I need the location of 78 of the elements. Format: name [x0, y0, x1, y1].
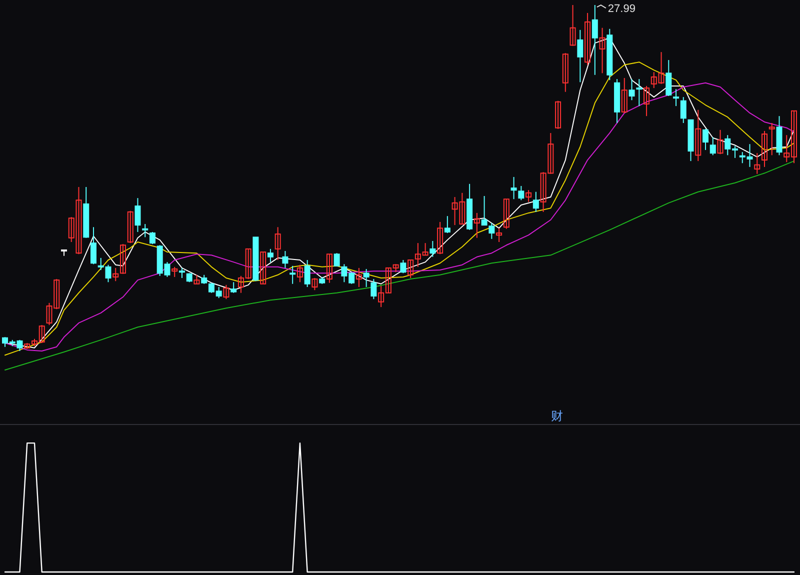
candlestick	[142, 224, 148, 238]
candlestick	[658, 52, 664, 84]
candlestick	[422, 242, 428, 256]
candlestick	[105, 264, 112, 283]
candlestick	[230, 282, 237, 294]
candlestick	[526, 190, 532, 202]
candlestick	[636, 78, 642, 107]
candlestick	[754, 152, 760, 174]
candlestick	[673, 88, 680, 107]
candlestick	[312, 277, 318, 291]
candlestick	[378, 285, 384, 308]
candlestick	[356, 267, 362, 288]
candlestick	[437, 221, 444, 255]
text: 财	[551, 409, 563, 423]
candlestick	[518, 185, 524, 201]
candlestick	[628, 78, 635, 101]
candlestick	[134, 198, 141, 232]
candlestick	[267, 248, 274, 263]
candlestick	[768, 122, 775, 156]
candlestick	[540, 172, 546, 212]
candlestick	[724, 134, 731, 156]
candlestick	[112, 267, 119, 282]
candlestick	[363, 268, 370, 288]
candlestick	[452, 196, 458, 226]
candlestick	[584, 12, 591, 66]
candlestick	[548, 132, 554, 174]
candlestick	[46, 302, 52, 326]
candlestick	[592, 4, 598, 76]
candlestick	[90, 226, 96, 265]
candlestick	[666, 60, 672, 97]
candlestick	[577, 29, 584, 83]
candlestick	[717, 129, 724, 155]
candlestick	[216, 286, 222, 299]
candlestick	[68, 216, 74, 243]
candlestick	[496, 228, 502, 243]
candlestick	[599, 27, 606, 74]
candlestick	[680, 96, 686, 124]
annotation: 27.99	[608, 3, 636, 16]
candlestick	[532, 191, 539, 212]
candlestick	[274, 226, 281, 261]
candlestick	[732, 146, 738, 158]
candlestick	[370, 278, 377, 300]
candlestick	[710, 136, 716, 156]
candlestick	[481, 196, 488, 226]
candlestick	[2, 336, 8, 348]
candlestick	[488, 222, 495, 240]
candlestick	[459, 192, 466, 225]
candlestick	[223, 284, 230, 300]
candlestick	[430, 240, 436, 258]
candlestick	[164, 262, 170, 278]
candlestick	[570, 4, 576, 46]
candlestick	[784, 134, 790, 163]
candlestick	[510, 176, 517, 200]
candlestick	[702, 128, 709, 150]
candlestick	[414, 242, 421, 268]
candlestick	[400, 260, 406, 274]
candlestick	[644, 85, 650, 117]
candlestick	[98, 257, 104, 271]
candlestick	[562, 52, 568, 92]
candlestick	[178, 267, 185, 278]
candlestick	[762, 130, 768, 168]
candlestick	[739, 152, 746, 164]
candlestick	[650, 72, 657, 89]
candlestick	[341, 264, 348, 283]
candlestick	[408, 260, 414, 278]
candlestick	[76, 186, 82, 255]
candlestick	[290, 265, 296, 284]
candlestick	[621, 78, 628, 114]
candlestick	[304, 260, 310, 288]
candlestick	[282, 250, 288, 268]
candlestick	[16, 339, 23, 352]
candlestick	[172, 266, 178, 278]
candlestick	[695, 109, 702, 162]
candlestick	[444, 216, 450, 234]
candlestick	[238, 275, 244, 294]
candlestick	[474, 212, 480, 238]
candlestick	[746, 144, 753, 168]
candlestick	[296, 264, 303, 283]
